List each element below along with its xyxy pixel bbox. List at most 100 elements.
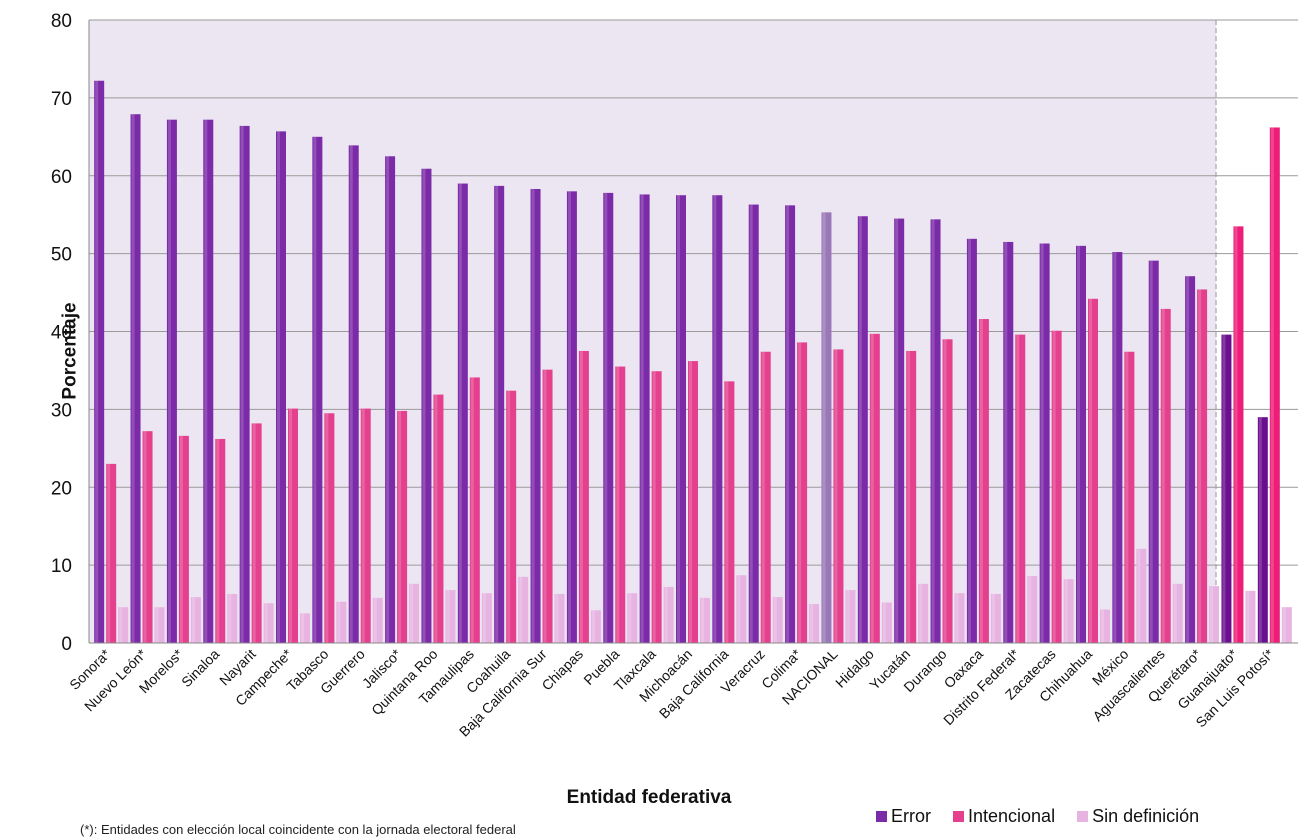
bar-error-13: [566, 191, 577, 643]
bar-highlight: [677, 195, 680, 643]
bar-intencional-16: [688, 361, 698, 643]
bar-intencional-10: [469, 377, 480, 643]
bar-highlight: [616, 366, 620, 643]
bar-sin-definición-8: [409, 583, 420, 643]
y-tick-label: 20: [51, 478, 72, 499]
bar-sin-definición-25: [1027, 576, 1038, 643]
bar-highlight: [191, 597, 195, 643]
legend-label-intencional: Intencional: [968, 806, 1056, 826]
bar-sin-definición-10: [481, 593, 492, 643]
bar-highlight: [579, 350, 583, 643]
legend-item-sin-definicion: Sin definición: [1077, 806, 1199, 827]
bar-highlight: [713, 195, 717, 643]
y-tick-label: 10: [51, 556, 72, 577]
bar-intencional-24: [978, 319, 989, 643]
bar-highlight: [846, 590, 850, 643]
bar-sin-definición-29: [1172, 583, 1183, 643]
bar-error-15: [639, 194, 650, 643]
bar-highlight: [1282, 607, 1286, 643]
bar-highlight: [216, 438, 220, 643]
bar-highlight: [458, 183, 462, 643]
bar-intencional-14: [615, 366, 626, 643]
bar-error-17: [712, 195, 723, 643]
bar-highlight: [834, 349, 838, 643]
bar-highlight: [1064, 579, 1068, 643]
bar-sin-definición-24: [990, 593, 1001, 643]
bar-intencional-27: [1088, 298, 1098, 643]
bar-highlight: [313, 136, 317, 643]
bar-highlight: [749, 204, 753, 643]
bar-highlight: [664, 586, 668, 643]
bar-highlight: [870, 333, 874, 643]
bar-intencional-23: [942, 339, 953, 643]
bar-highlight: [1222, 334, 1226, 643]
bar-highlight: [1258, 417, 1262, 643]
bar-highlight: [1077, 245, 1080, 643]
bar-error-10: [457, 183, 468, 643]
bar-error-21: [857, 216, 868, 643]
bar-highlight: [155, 607, 159, 643]
bar-intencional-5: [288, 408, 298, 643]
bar-intencional-18: [760, 351, 771, 643]
bar-highlight: [107, 463, 111, 643]
y-tick-label: 30: [51, 400, 72, 421]
bar-highlight: [1040, 243, 1044, 643]
bar-error-5: [276, 131, 286, 643]
bar-intencional-11: [506, 390, 517, 643]
bar-sin-definición-18: [772, 597, 783, 643]
bar-error-8: [385, 156, 396, 643]
bar-highlight: [1089, 298, 1092, 643]
bar-intencional-21: [869, 333, 880, 643]
bar-highlight: [301, 613, 304, 643]
bar-highlight: [204, 119, 208, 644]
bar-intencional-12: [542, 369, 553, 643]
bar-sin-definición-9: [445, 590, 456, 643]
bar-intencional-22: [906, 350, 917, 643]
bar-sin-definición-14: [627, 593, 638, 643]
bar-intencional-1: [142, 431, 153, 643]
bar-highlight: [264, 603, 268, 643]
bar-error-11: [494, 185, 505, 643]
bar-sin-definición-0: [118, 607, 129, 643]
legend: Error Intencional Sin definición: [876, 806, 1199, 827]
bar-sin-definición-11: [518, 576, 529, 643]
bar-highlight: [822, 212, 826, 643]
bar-highlight: [1028, 576, 1032, 643]
bar-highlight: [895, 218, 899, 644]
bar-highlight: [907, 350, 911, 643]
bar-highlight: [701, 597, 704, 643]
bar-sin-definición-15: [663, 586, 674, 643]
bar-highlight: [470, 377, 474, 643]
bar-highlight: [1161, 308, 1165, 643]
bar-error-24: [966, 238, 977, 644]
bar-highlight: [689, 361, 692, 643]
x-axis-title: Entidad federativa: [566, 787, 732, 808]
legend-label-error: Error: [891, 806, 931, 826]
bar-error-22: [894, 218, 905, 644]
x-axis-ticks: Sonora*Nuevo León*Morelos*SinaloaNayarit…: [66, 645, 1277, 739]
bar-error-9: [421, 168, 432, 643]
footnote: (*): Entidades con elección local coinci…: [80, 822, 516, 837]
bar-sin-definición-12: [554, 593, 565, 643]
bar-highlight: [131, 114, 135, 643]
bar-highlight: [446, 590, 450, 643]
bar-sin-definición-4: [263, 603, 274, 643]
bar-highlight: [1137, 548, 1141, 643]
bar-error-28: [1112, 252, 1123, 643]
bar-error-32: [1257, 417, 1268, 643]
bar-sin-definición-28: [1136, 548, 1147, 643]
bar-highlight: [507, 390, 511, 643]
bar-error-2: [166, 119, 177, 644]
bar-highlight: [652, 371, 656, 643]
bar-highlight: [1113, 252, 1117, 643]
bar-highlight: [955, 593, 959, 643]
bar-highlight: [1125, 351, 1129, 643]
bar-highlight: [931, 219, 935, 644]
bar-highlight: [1004, 241, 1008, 643]
bar-highlight: [398, 410, 402, 643]
bar-error-20: [821, 212, 832, 643]
bars: [94, 80, 1292, 644]
y-tick-label: 80: [51, 11, 72, 32]
bar-highlight: [228, 593, 232, 643]
bar-highlight: [1101, 609, 1104, 643]
